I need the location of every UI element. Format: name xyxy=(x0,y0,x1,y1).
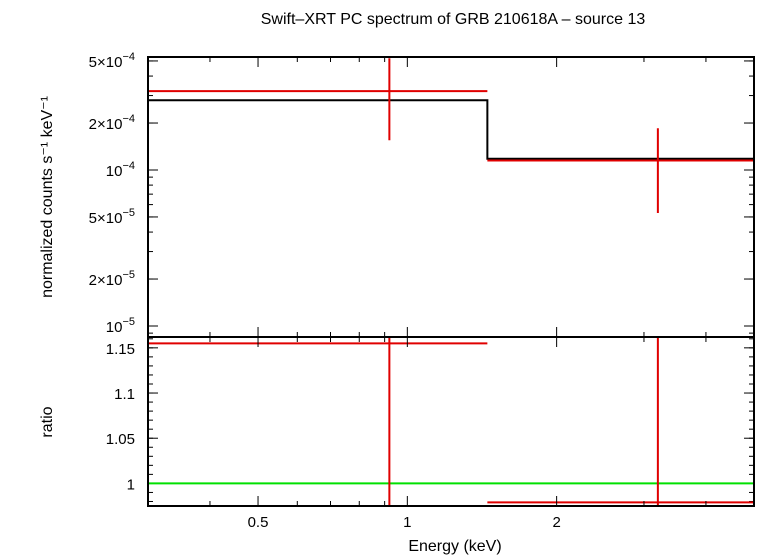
y-tick-label: 10−5 xyxy=(106,316,135,336)
spectrum-marks xyxy=(148,58,754,214)
y-axis-label-spectrum: normalized counts s⁻¹ keV⁻¹ xyxy=(39,96,56,298)
y-tick-label: 1.1 xyxy=(114,386,135,403)
chart-title: Swift–XRT PC spectrum of GRB 210618A – s… xyxy=(261,11,646,28)
y-tick-label: 1.05 xyxy=(106,431,135,448)
y-tick-label: 1 xyxy=(127,476,135,493)
y-tick-label: 5×10−5 xyxy=(89,207,135,227)
spectrum-frame xyxy=(147,56,755,338)
y-tick-label: 2×10−5 xyxy=(89,269,135,289)
x-axis-label: Energy (keV) xyxy=(408,538,501,555)
ratio-marks xyxy=(148,337,754,506)
model-step-line xyxy=(148,99,754,160)
ratio-ticks: 1 1.05 1.1 1.15 xyxy=(106,338,754,502)
ratio-panel: 1 1.05 1.1 1.15 ratio xyxy=(39,336,755,507)
y-tick-label: 5×10−4 xyxy=(89,51,135,71)
y-tick-label: 10−4 xyxy=(106,160,135,180)
spectrum-ticks: 10−5 2×10−5 5×10−5 10−4 2×10−4 5×10−4 xyxy=(89,51,754,336)
x-tick-label: 2 xyxy=(552,514,560,531)
y-axis-label-ratio: ratio xyxy=(39,406,56,437)
y-tick-label: 2×10−4 xyxy=(89,113,135,133)
x-tick-label: 0.5 xyxy=(248,514,269,531)
x-axis-ticks: 0.5 1 2 xyxy=(147,57,755,531)
spectrum-panel: 10−5 2×10−5 5×10−5 10−4 2×10−4 5×10−4 normali… xyxy=(39,51,755,338)
ratio-frame xyxy=(147,336,755,507)
y-tick-label: 1.15 xyxy=(106,341,135,358)
x-tick-label: 1 xyxy=(403,514,411,531)
